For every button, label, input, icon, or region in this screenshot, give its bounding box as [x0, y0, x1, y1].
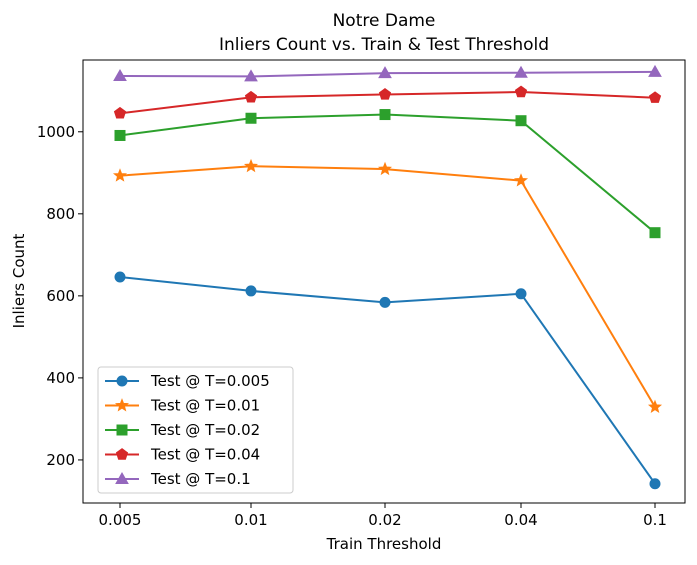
y-tick-label: 1000 — [37, 123, 75, 141]
data-point — [649, 478, 661, 490]
legend-item: Test @ T=0.005 — [105, 372, 270, 390]
data-point — [245, 285, 257, 297]
series-0 — [114, 271, 661, 490]
legend-label: Test @ T=0.02 — [150, 421, 260, 439]
data-point — [243, 158, 259, 173]
y-tick-label: 800 — [46, 205, 75, 223]
data-point — [649, 227, 661, 239]
legend: Test @ T=0.005 Test @ T=0.01 Test @ T=0.02… — [97, 366, 294, 494]
legend-item: Test @ T=0.02 — [105, 421, 260, 439]
data-point — [515, 115, 527, 127]
legend-marker — [116, 375, 128, 387]
data-point — [647, 399, 663, 413]
plot-area-frame — [82, 59, 686, 504]
data-point — [245, 112, 257, 124]
data-point — [377, 161, 393, 176]
series-1 — [112, 158, 663, 413]
legend-label: Test @ T=0.01 — [150, 397, 260, 415]
series-4 — [113, 64, 662, 82]
data-point — [515, 288, 527, 300]
y-tick-label: 600 — [46, 287, 75, 305]
x-tick-label: 0.005 — [99, 511, 142, 529]
y-axis: 200 400 600 800 1000 — [37, 123, 83, 469]
legend-marker — [116, 424, 128, 436]
data-point — [514, 85, 528, 98]
data-point — [513, 173, 529, 187]
legend-marker — [115, 448, 129, 460]
chart-title: Notre Dame Inliers Count vs. Train & Tes… — [219, 11, 549, 55]
series-2 — [114, 109, 661, 239]
legend-label: Test @ T=0.1 — [150, 470, 251, 488]
legend-box — [97, 366, 294, 494]
x-tick-label: 0.01 — [234, 511, 267, 529]
legend-label: Test @ T=0.04 — [150, 446, 260, 464]
x-tick-label: 0.04 — [504, 511, 537, 529]
legend-item: Test @ T=0.04 — [105, 446, 260, 464]
chart-title-line-2: Inliers Count vs. Train & Test Threshold — [219, 35, 549, 55]
data-point — [114, 129, 126, 141]
legend-marker — [114, 398, 130, 412]
data-point — [648, 64, 662, 77]
data-point — [514, 65, 528, 78]
data-point — [378, 88, 392, 100]
legend-marker — [115, 471, 129, 484]
x-tick-label: 0.02 — [368, 511, 401, 529]
legend-item: Test @ T=0.1 — [105, 470, 251, 488]
series-3 — [113, 85, 662, 119]
data-point — [113, 106, 127, 119]
x-tick-label: 0.1 — [643, 511, 667, 529]
legend-item: Test @ T=0.01 — [105, 397, 260, 415]
x-axis-label: Train Threshold — [326, 535, 442, 553]
data-point — [113, 68, 127, 81]
y-axis-label: Inliers Count — [10, 233, 28, 328]
data-point — [112, 168, 128, 182]
data-point — [378, 66, 392, 79]
data-point — [244, 69, 258, 82]
y-tick-label: 400 — [46, 369, 75, 387]
x-axis: 0.005 0.01 0.02 0.04 0.1 — [99, 503, 667, 529]
y-tick-label: 200 — [46, 451, 75, 469]
data-point — [648, 91, 662, 103]
data-point — [114, 271, 126, 283]
data-point — [244, 90, 258, 103]
data-point — [379, 109, 391, 121]
data-point — [379, 296, 391, 308]
legend-label: Test @ T=0.005 — [150, 372, 270, 390]
plot-content — [112, 64, 663, 490]
chart-title-line-1: Notre Dame — [333, 11, 436, 31]
